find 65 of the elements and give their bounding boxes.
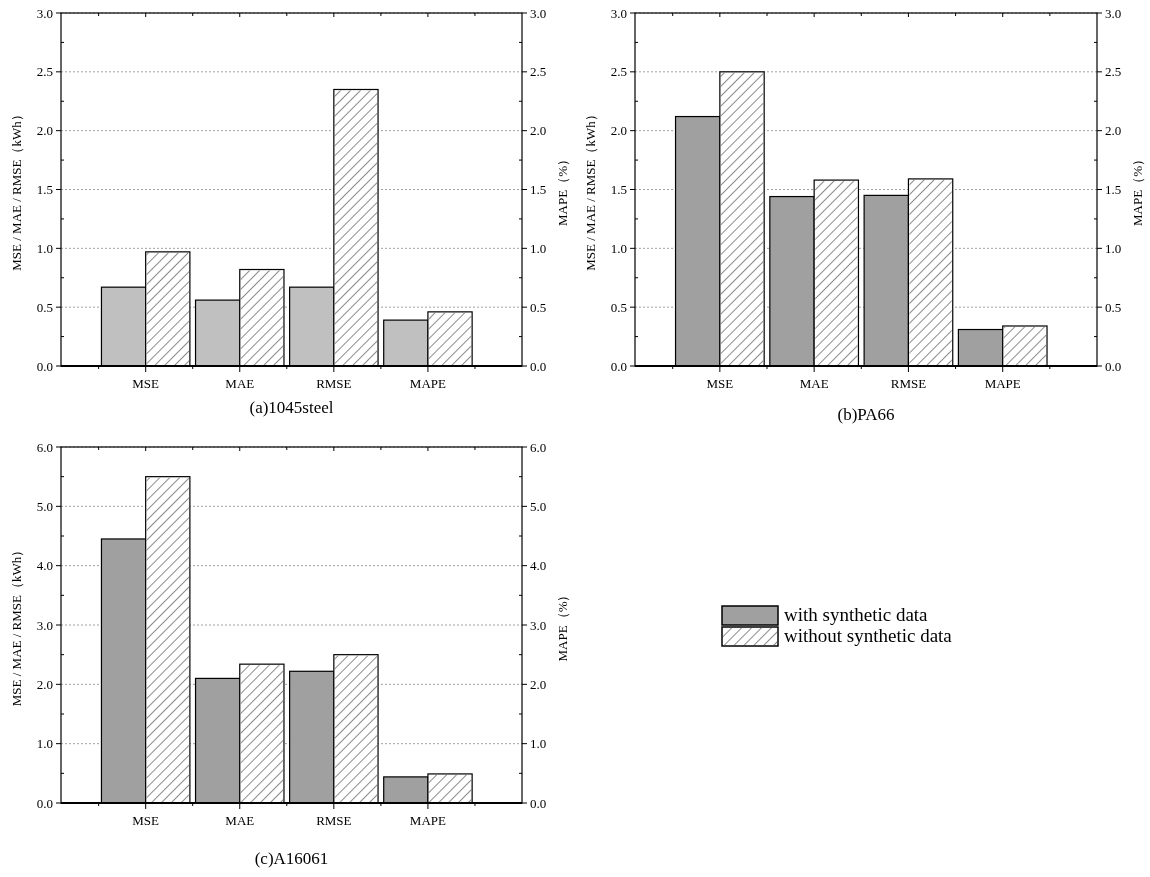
y-tick-label: 2.0	[36, 123, 53, 139]
y-tick-label: 2.0	[36, 676, 53, 692]
x-tick-label: MAPE	[409, 813, 447, 828]
y2-tick-label: 2.5	[530, 64, 547, 80]
text: (c)A16061	[254, 849, 329, 868]
x-tick-label: MSE	[706, 376, 734, 391]
x-tick-label: MSE	[132, 376, 160, 391]
y-axis-title: MSE / MAE / RMSE（kWh）	[583, 108, 598, 271]
x-tick-label: MSE	[132, 813, 160, 828]
y2-tick-label: 0.0	[1105, 358, 1122, 374]
y-tick-label: 1.5	[36, 182, 53, 198]
y-tick-label: 4.0	[36, 558, 53, 574]
y-tick-label: 1.0	[610, 240, 627, 256]
y-tick-label: 3.0	[36, 617, 53, 633]
y2-tick-label: 2.0	[1105, 123, 1122, 139]
y2-tick-label: 1.0	[530, 736, 547, 752]
y2-axis-title: MAPE（%）	[555, 153, 570, 226]
x-tick-label: RMSE	[890, 376, 927, 391]
y-tick-label: 6.0	[36, 439, 53, 455]
y2-tick-label: 1.5	[1105, 182, 1122, 198]
y2-tick-label: 6.0	[530, 439, 547, 455]
y2-tick-label: 0.0	[530, 358, 547, 374]
y2-tick-label: 3.0	[1105, 5, 1122, 21]
y2-tick-label: 2.5	[1105, 64, 1122, 80]
y2-tick-label: 3.0	[530, 617, 547, 633]
y2-tick-label: 1.0	[1105, 240, 1122, 256]
y-tick-label: 0.0	[36, 795, 53, 811]
y-tick-label: 2.0	[610, 123, 627, 139]
y-tick-label: 1.5	[610, 182, 627, 198]
y-tick-label: 0.5	[610, 299, 627, 315]
legend-label: with synthetic data	[784, 604, 929, 625]
y-tick-label: 3.0	[610, 5, 627, 21]
y2-tick-label: 5.0	[530, 498, 547, 514]
y-tick-label: 5.0	[36, 498, 53, 514]
y2-tick-label: 3.0	[530, 5, 547, 21]
y2-tick-label: 0.5	[530, 299, 547, 315]
x-tick-label: RMSE	[316, 376, 352, 391]
y-tick-label: 2.5	[36, 64, 53, 80]
y2-tick-label: 0.0	[530, 795, 547, 811]
y2-tick-label: 4.0	[530, 558, 547, 574]
y2-axis-title: MAPE（%）	[1130, 153, 1145, 226]
y-axis-title: MSE / MAE / RMSE（kWh）	[9, 108, 24, 271]
y-tick-label: 1.0	[36, 240, 53, 256]
y-axis-title: MSE / MAE / RMSE（kWh）	[9, 543, 24, 707]
y2-tick-label: 2.0	[530, 123, 547, 139]
text: (b)PA66	[837, 405, 895, 424]
y2-tick-label: 1.5	[530, 182, 547, 198]
x-tick-label: MAE	[799, 376, 829, 391]
x-tick-label: MAPE	[409, 376, 447, 391]
y2-tick-label: 2.0	[530, 676, 547, 692]
x-tick-label: MAE	[225, 376, 255, 391]
y-tick-label: 1.0	[36, 736, 53, 752]
y-tick-label: 0.5	[36, 299, 53, 315]
x-tick-label: MAE	[225, 813, 255, 828]
x-tick-label: RMSE	[316, 813, 352, 828]
y-tick-label: 2.5	[610, 64, 627, 80]
text: (a)1045steel	[249, 398, 334, 417]
y2-tick-label: 1.0	[530, 240, 547, 256]
y-tick-label: 0.0	[36, 358, 53, 374]
y2-tick-label: 0.5	[1105, 299, 1122, 315]
y-tick-label: 0.0	[610, 358, 627, 374]
legend-label: without synthetic data	[784, 625, 953, 646]
x-tick-label: MAPE	[984, 376, 1021, 391]
y2-axis-title: MAPE（%）	[555, 588, 570, 662]
y-tick-label: 3.0	[36, 5, 53, 21]
